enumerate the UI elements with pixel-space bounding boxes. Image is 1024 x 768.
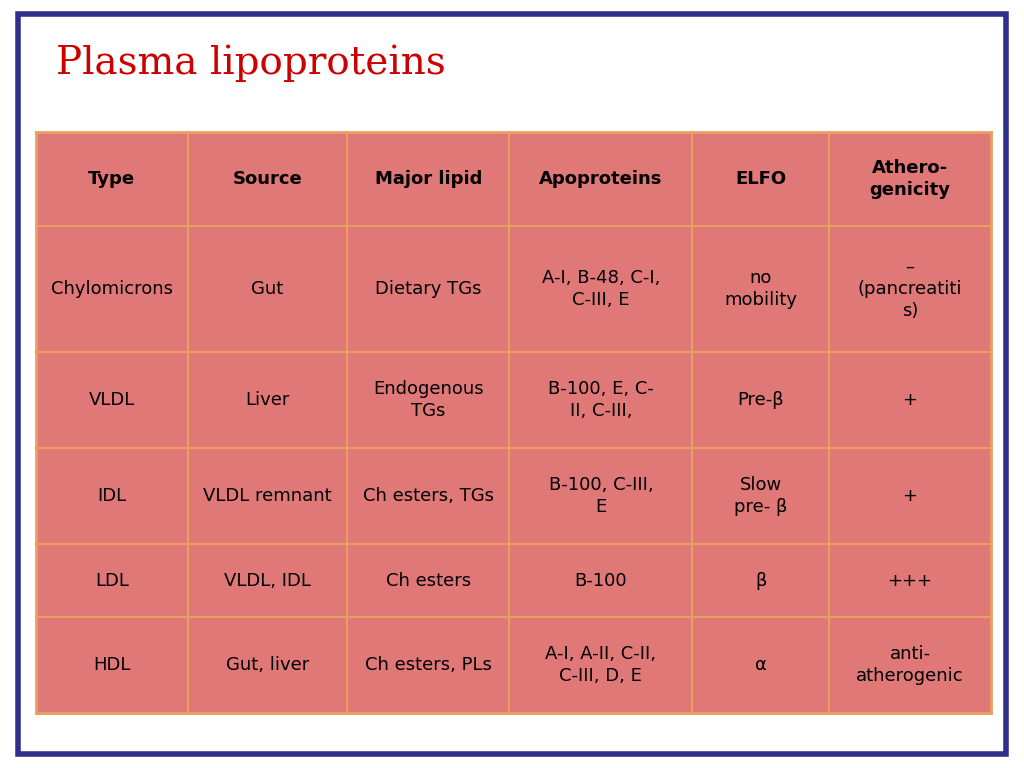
Text: Ch esters, PLs: Ch esters, PLs <box>365 656 492 674</box>
Text: Endogenous
TGs: Endogenous TGs <box>373 380 483 420</box>
Text: A-I, A-II, C-II,
C-III, D, E: A-I, A-II, C-II, C-III, D, E <box>546 644 656 685</box>
Text: VLDL remnant: VLDL remnant <box>203 487 332 505</box>
Text: Apoproteins: Apoproteins <box>540 170 663 188</box>
Text: β: β <box>755 571 766 590</box>
Text: B-100, E, C-
II, C-III,: B-100, E, C- II, C-III, <box>548 380 653 420</box>
Text: A-I, B-48, C-I,
C-III, E: A-I, B-48, C-I, C-III, E <box>542 269 660 310</box>
Text: Dietary TGs: Dietary TGs <box>375 280 481 298</box>
Text: –
(pancreatiti
s): – (pancreatiti s) <box>858 258 963 320</box>
Text: α: α <box>755 656 767 674</box>
Text: Source: Source <box>232 170 302 188</box>
Text: B-100, C-III,
E: B-100, C-III, E <box>549 476 653 516</box>
Text: Gut, liver: Gut, liver <box>226 656 309 674</box>
Text: Ch esters, TGs: Ch esters, TGs <box>362 487 494 505</box>
Text: HDL: HDL <box>93 656 130 674</box>
Text: +: + <box>902 392 918 409</box>
Text: B-100: B-100 <box>574 571 627 590</box>
Text: Plasma lipoproteins: Plasma lipoproteins <box>56 45 446 81</box>
Text: VLDL: VLDL <box>89 392 135 409</box>
Text: Athero-
genicity: Athero- genicity <box>869 159 950 199</box>
Text: Major lipid: Major lipid <box>375 170 482 188</box>
Text: +: + <box>902 487 918 505</box>
Text: anti-
atherogenic: anti- atherogenic <box>856 644 964 685</box>
Text: Liver: Liver <box>246 392 290 409</box>
FancyBboxPatch shape <box>18 14 1006 754</box>
Text: LDL: LDL <box>95 571 129 590</box>
Text: Chylomicrons: Chylomicrons <box>51 280 173 298</box>
Text: no
mobility: no mobility <box>724 269 797 310</box>
Text: IDL: IDL <box>97 487 126 505</box>
Bar <box>36 132 991 713</box>
Text: Pre-β: Pre-β <box>737 392 784 409</box>
Text: Ch esters: Ch esters <box>386 571 471 590</box>
Text: Slow
pre- β: Slow pre- β <box>734 476 787 516</box>
Text: Type: Type <box>88 170 135 188</box>
Text: Gut: Gut <box>251 280 284 298</box>
Text: VLDL, IDL: VLDL, IDL <box>224 571 311 590</box>
Text: +++: +++ <box>888 571 933 590</box>
Text: ELFO: ELFO <box>735 170 786 188</box>
